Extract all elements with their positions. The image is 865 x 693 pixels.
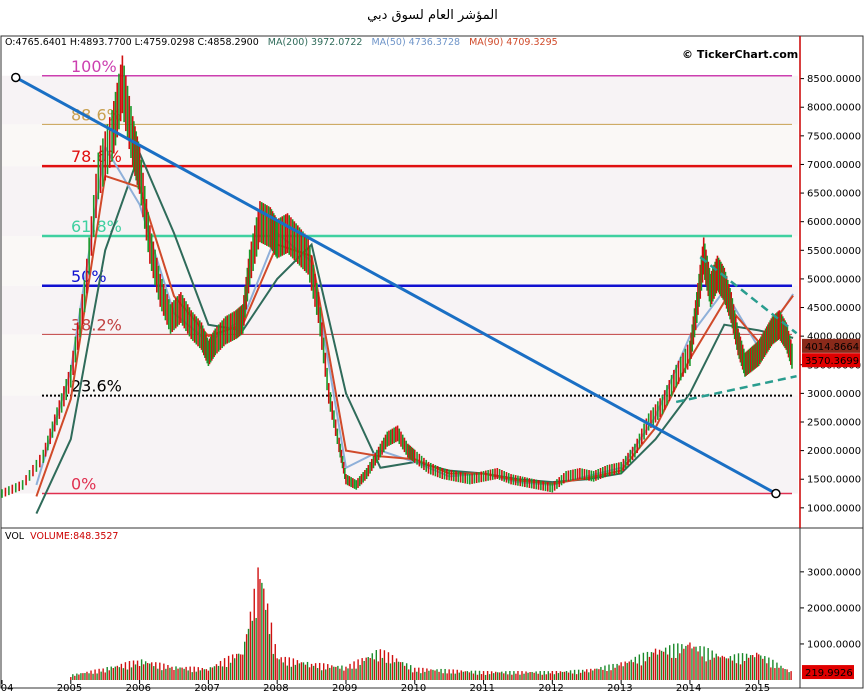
price-tick-label: 6000.0000: [807, 217, 861, 228]
price-tick-label: 1500.0000: [807, 475, 861, 486]
price-tick-label: 2000.0000: [807, 446, 861, 457]
vol-label: VOL: [5, 531, 25, 542]
trendline-anchor-end: [771, 488, 781, 499]
price-tag: [802, 353, 860, 368]
year-tick-label: 2010: [401, 683, 426, 693]
watermark: © TickerChart.com: [682, 48, 799, 61]
fib-band: [2, 235, 798, 286]
fib-band: [2, 285, 798, 335]
fib-label: 23.6%: [71, 377, 122, 396]
volume-tick-label: 3000.0000: [807, 567, 861, 578]
volume-stats: VOL VOLUME:848.3527: [5, 531, 118, 542]
fib-label: 100%: [71, 57, 117, 76]
channel-line: [675, 374, 797, 404]
volume-tick-label: 1000.0000: [807, 639, 861, 650]
volume-tag-label: 219.9926: [805, 668, 853, 679]
price-tick-label: 4000.0000: [807, 332, 861, 343]
ohlc-values: O:4765.6401 H:4893.7700 L:4759.0298 C:48…: [5, 37, 259, 48]
volume-tag: [802, 665, 854, 680]
fib-band: [2, 334, 798, 396]
price-tick-label: 4500.0000: [807, 303, 861, 314]
year-tick-label: 2006: [126, 683, 151, 693]
chart-frame: [0, 35, 864, 689]
volume-tick-label: 2000.0000: [807, 603, 861, 614]
price-tick-label: 7500.0000: [807, 131, 861, 142]
price-tick-label: 3000.0000: [807, 389, 861, 400]
price-tag-label: 4014.8664: [805, 342, 859, 353]
fib-band: [2, 75, 798, 125]
fib-band: [2, 166, 798, 236]
price-tag-label: 3570.3699: [805, 356, 859, 367]
year-tick-label: 2011: [470, 683, 495, 693]
year-tick-label: 2013: [607, 683, 632, 693]
channel-line: [699, 256, 798, 335]
price-tick-label: 8000.0000: [807, 103, 861, 114]
ohlc-stats: O:4765.6401 H:4893.7700 L:4759.0298 C:48…: [5, 37, 558, 48]
year-tick-label: 2014: [676, 683, 701, 693]
price-tick-label: 7000.0000: [807, 160, 861, 171]
chart-title: المؤشر العام لسوق دبي: [367, 8, 498, 23]
year-tick-label: 2004: [0, 683, 13, 693]
price-tick-label: 5000.0000: [807, 274, 861, 285]
year-tick-label: 2009: [332, 683, 357, 693]
price-tick-label: 8500.0000: [807, 74, 861, 85]
price-tick-label: 1000.0000: [807, 503, 861, 514]
year-tick-label: 2005: [57, 683, 82, 693]
ma50-value: MA(50) 4736.3728: [371, 37, 461, 48]
year-tick-label: 2008: [263, 683, 288, 693]
price-tick-label: 6500.0000: [807, 189, 861, 200]
year-tick-label: 2007: [194, 683, 219, 693]
price-tick-label: 2500.0000: [807, 417, 861, 428]
fib-label: 0%: [71, 475, 96, 494]
trendline: [15, 76, 777, 495]
ma90-value: MA(90) 4709.3295: [469, 37, 558, 48]
ma200-value: MA(200) 3972.0722: [267, 37, 363, 48]
price-tag: [802, 338, 860, 353]
volume-value: VOLUME:848.3527: [30, 531, 119, 542]
year-tick-label: 2015: [745, 683, 770, 693]
year-tick-label: 2012: [538, 683, 563, 693]
price-tick-label: 5500.0000: [807, 246, 861, 257]
trendline-anchor-start: [11, 72, 21, 83]
fib-band: [2, 395, 798, 494]
